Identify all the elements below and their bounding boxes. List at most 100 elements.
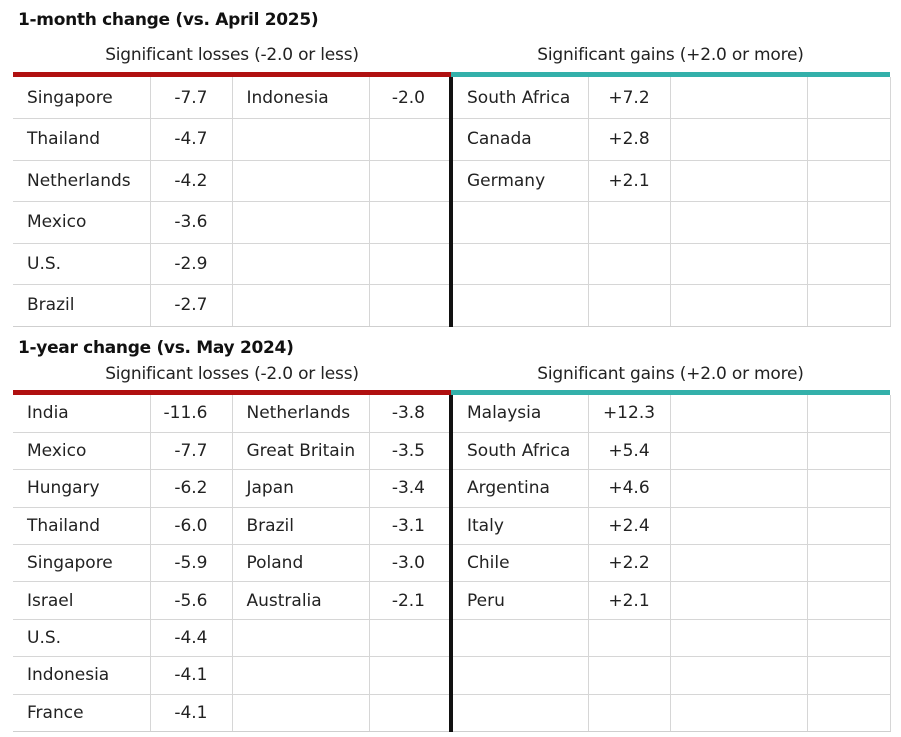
gain-country [670, 694, 808, 733]
gain-country [670, 581, 808, 620]
loss-value: -4.1 [150, 694, 233, 733]
gain-country: Canada [451, 118, 589, 161]
gain-value: +4.6 [588, 469, 671, 508]
gain-value: +7.2 [588, 77, 671, 119]
loss-value: -3.5 [369, 432, 453, 471]
gain-country [670, 201, 808, 244]
gain-country [451, 201, 589, 244]
gain-value: +2.4 [588, 507, 671, 546]
gain-country: Malaysia [451, 395, 589, 433]
table-row: Israel -5.6 Australia -2.1 Peru +2.1 [13, 581, 891, 620]
gain-country [451, 656, 589, 695]
loss-value: -11.6 [150, 395, 233, 433]
gain-country [670, 656, 808, 695]
loss-country: Hungary [13, 469, 151, 508]
loss-value: -4.2 [150, 160, 233, 202]
gain-value [807, 507, 891, 546]
loss-value [369, 118, 453, 161]
loss-country [232, 619, 370, 658]
loss-value [369, 243, 453, 285]
loss-value: -4.7 [150, 118, 233, 161]
loss-value: -7.7 [150, 77, 233, 119]
loss-value: -6.2 [150, 469, 233, 508]
loss-value: -4.1 [150, 656, 233, 695]
gain-value [588, 619, 671, 658]
loss-value: -3.8 [369, 395, 453, 433]
table-row: U.S. -4.4 [13, 619, 891, 658]
loss-value: -4.4 [150, 619, 233, 658]
gain-value [588, 284, 671, 327]
loss-value: -3.0 [369, 544, 453, 583]
loss-country: Indonesia [13, 656, 151, 695]
loss-country: Thailand [13, 507, 151, 546]
loss-country: Poland [232, 544, 370, 583]
table-row: Indonesia -4.1 [13, 656, 891, 695]
gain-value [807, 284, 891, 327]
loss-value [369, 201, 453, 244]
gain-value: +12.3 [588, 395, 671, 433]
table-row: Singapore -7.7 Indonesia -2.0 South Africa +7… [13, 77, 891, 119]
gain-country [451, 619, 589, 658]
loss-value: -7.7 [150, 432, 233, 471]
table-row: U.S. -2.9 [13, 243, 891, 285]
gain-value [807, 469, 891, 508]
gain-country [451, 243, 589, 285]
gain-value [807, 656, 891, 695]
loss-country [232, 201, 370, 244]
gain-country: Germany [451, 160, 589, 202]
gain-value [807, 544, 891, 583]
gain-value [807, 201, 891, 244]
table-row: Netherlands -4.2 Germany +2.1 [13, 160, 891, 202]
gain-value [807, 694, 891, 733]
gain-country [670, 507, 808, 546]
month-table: Singapore -7.7 Indonesia -2.0 South Africa +7… [13, 77, 891, 327]
loss-country: Mexico [13, 201, 151, 244]
table-row: Mexico -7.7 Great Britain -3.5 South Africa +… [13, 432, 891, 471]
gain-value [807, 619, 891, 658]
loss-value [369, 694, 453, 733]
loss-value: -2.9 [150, 243, 233, 285]
gain-value [588, 656, 671, 695]
loss-country: U.S. [13, 619, 151, 658]
year-table: India -11.6 Netherlands -3.8 Malaysia +12.3 Me… [13, 395, 891, 733]
loss-country: U.S. [13, 243, 151, 285]
gain-country: Argentina [451, 469, 589, 508]
gain-value [807, 77, 891, 119]
year-gains-header: Significant gains (+2.0 or more) [537, 364, 804, 384]
loss-value: -5.9 [150, 544, 233, 583]
loss-value [369, 619, 453, 658]
year-losses-header: Significant losses (-2.0 or less) [105, 364, 359, 384]
table-row: India -11.6 Netherlands -3.8 Malaysia +12.3 [13, 395, 891, 433]
loss-value: -2.7 [150, 284, 233, 327]
gain-value [807, 581, 891, 620]
gain-country [670, 284, 808, 327]
gain-country [670, 77, 808, 119]
gain-value: +5.4 [588, 432, 671, 471]
loss-country: Singapore [13, 77, 151, 119]
gain-country: Chile [451, 544, 589, 583]
loss-value: -3.4 [369, 469, 453, 508]
gain-country: South Africa [451, 432, 589, 471]
gain-value [588, 694, 671, 733]
loss-country: Japan [232, 469, 370, 508]
loss-value: -6.0 [150, 507, 233, 546]
gain-value [807, 118, 891, 161]
gain-value: +2.2 [588, 544, 671, 583]
loss-country [232, 656, 370, 695]
loss-country: Indonesia [232, 77, 370, 119]
loss-value [369, 160, 453, 202]
gain-country [670, 619, 808, 658]
month-losses-bar [13, 72, 451, 77]
gain-value [588, 201, 671, 244]
loss-country [232, 694, 370, 733]
gain-value [588, 243, 671, 285]
loss-country: Singapore [13, 544, 151, 583]
month-section-title: 1-month change (vs. April 2025) [18, 10, 319, 30]
gain-value [807, 243, 891, 285]
loss-country: Thailand [13, 118, 151, 161]
loss-country [232, 118, 370, 161]
loss-country: Netherlands [232, 395, 370, 433]
table-row: Hungary -6.2 Japan -3.4 Argentina +4.6 [13, 469, 891, 508]
gain-country [670, 118, 808, 161]
gain-country [670, 544, 808, 583]
